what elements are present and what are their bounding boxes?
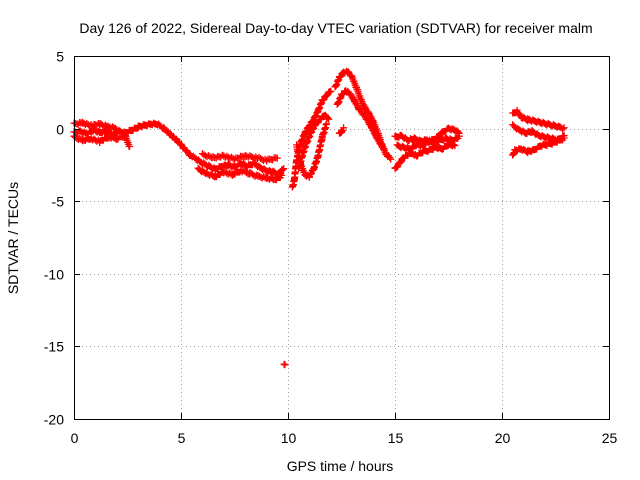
data-point-markers [509,121,568,145]
data-point-markers [198,150,281,165]
data-series-trace [333,87,388,154]
y-tick-label: 5 [56,49,64,65]
y-axis-title: SDTVAR / TECUs [5,182,21,294]
data-point-markers [335,124,348,137]
y-tick-label: -20 [44,412,64,428]
plot-frame [74,56,610,420]
data-point-markers [393,124,463,153]
data-point-markers [509,106,568,133]
y-tick-label: 0 [56,122,64,138]
x-tick-label: 15 [388,430,404,446]
y-tick-label: -5 [52,194,65,210]
axis-ticks [74,56,610,420]
x-axis-tick-labels: 0 5 10 15 20 25 [71,430,618,446]
x-tick-label: 10 [281,430,297,446]
x-tick-label: 25 [602,430,618,446]
x-tick-label: 5 [178,430,186,446]
data-series-trace [293,120,330,181]
data-points [70,67,568,369]
data-series-trace [509,106,568,133]
data-point-markers [280,360,289,369]
x-tick-label: 20 [495,430,511,446]
grid-lines [74,56,609,419]
data-point-markers [194,164,286,184]
data-point-markers [293,120,330,181]
data-series-trace [194,164,286,184]
data-series-trace [198,150,281,165]
chart-title: Day 126 of 2022, Sidereal Day-to-day VTE… [79,20,592,36]
data-point-markers [333,87,388,154]
data-series-trace [391,140,459,172]
y-tick-label: -15 [44,339,64,355]
x-axis-title: GPS time / hours [287,458,394,474]
data-point-markers [391,140,459,172]
data-series-trace [509,121,568,145]
data-series-trace [335,124,348,137]
x-tick-label: 0 [71,430,79,446]
data-series-trace [280,360,289,369]
data-series-trace [393,124,463,153]
y-tick-label: -10 [44,267,64,283]
y-axis-tick-labels: 5 0 -5 -10 -15 -20 [44,49,64,428]
